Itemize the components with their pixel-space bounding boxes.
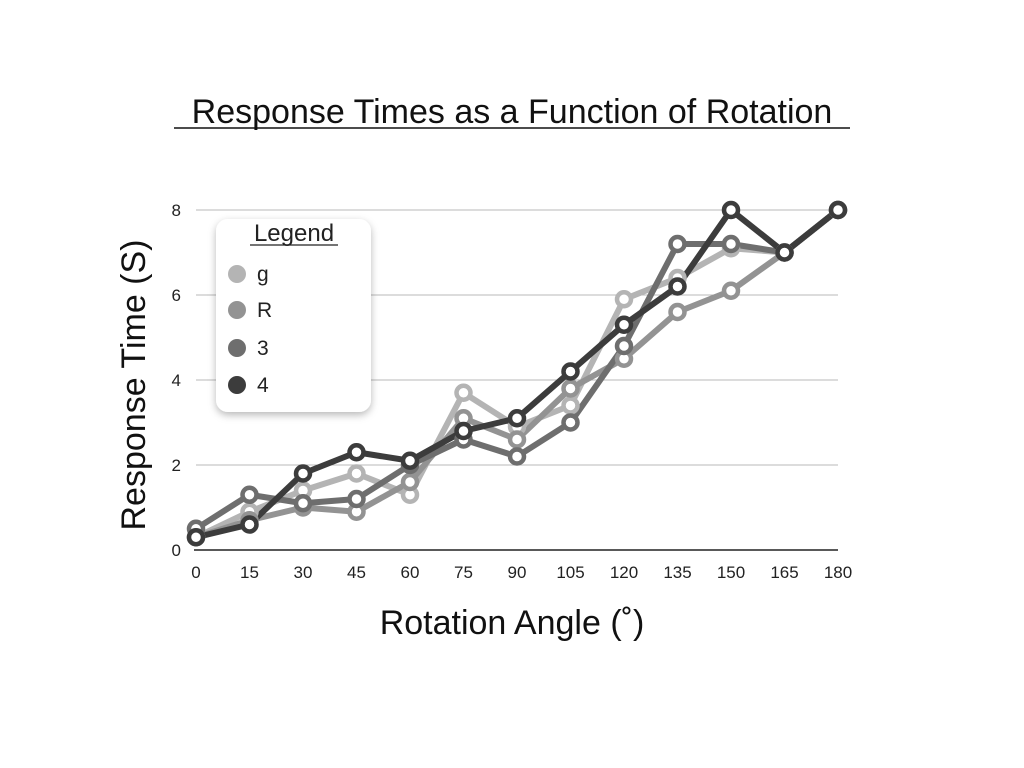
data-point-3-150: [721, 234, 741, 254]
x-tick-labels: 0 15 30 45 60 75 90 105 120 135 150 165 180: [191, 563, 852, 582]
legend-swatch-R: [228, 301, 246, 319]
data-point-4-120: [614, 315, 634, 334]
legend-swatch-4: [228, 376, 246, 394]
y-tick-label-6: 6: [172, 286, 181, 305]
y-tick-labels: 0 2 4 6 8: [172, 201, 181, 560]
x-tick-label-135: 135: [663, 563, 691, 582]
x-tick-label-45: 45: [347, 563, 366, 582]
legend-swatch-3: [228, 339, 246, 357]
x-tick-label-180: 180: [824, 563, 852, 582]
legend-title: Legend: [254, 220, 334, 247]
data-point-g-75: [454, 383, 473, 402]
data-point-3-135: [668, 234, 687, 254]
data-point-4-180: [828, 200, 848, 220]
data-point-4-0: [186, 528, 206, 547]
data-point-4-150: [721, 200, 741, 220]
x-tick-label-165: 165: [770, 563, 798, 582]
legend-box: [216, 219, 371, 412]
data-point-R-135: [668, 302, 687, 322]
data-point-3-120: [614, 336, 634, 356]
data-point-3-30: [293, 494, 313, 513]
data-point-4-45: [347, 443, 366, 462]
series-markers-4: [186, 200, 848, 547]
x-tick-label-120: 120: [610, 563, 638, 582]
y-axis-title: Response Time (S): [115, 240, 153, 531]
x-tick-label-60: 60: [401, 563, 420, 582]
data-point-g-45: [347, 464, 366, 483]
x-tick-label-0: 0: [191, 563, 200, 582]
chart-title: Response Times as a Function of Rotation: [192, 93, 833, 131]
data-point-R-105: [561, 379, 580, 398]
data-point-g-105: [561, 396, 580, 415]
y-tick-label-8: 8: [172, 201, 181, 220]
y-tick-label-4: 4: [172, 371, 181, 390]
x-tick-label-90: 90: [508, 563, 527, 582]
data-point-4-75: [454, 421, 473, 441]
data-point-3-15: [240, 485, 259, 504]
data-point-4-60: [400, 451, 420, 470]
x-axis-title: Rotation Angle (˚): [380, 604, 645, 642]
y-tick-label-0: 0: [172, 541, 181, 560]
legend: Legend gR 3 4: [216, 219, 371, 412]
data-point-4-90: [507, 409, 527, 428]
data-point-R-60: [400, 472, 420, 492]
legend-swatch-g: [228, 265, 246, 283]
data-point-R-150: [721, 281, 741, 300]
data-point-4-135: [668, 277, 687, 296]
data-point-g-120: [614, 290, 634, 309]
legend-items: gR 3 4: [228, 263, 272, 397]
legend-label-3: 3: [257, 337, 269, 360]
series-lines: [186, 200, 848, 547]
y-tick-label-2: 2: [172, 456, 181, 475]
x-tick-label-15: 15: [240, 563, 259, 582]
x-tick-label-105: 105: [556, 563, 584, 582]
x-tick-label-150: 150: [717, 563, 745, 582]
legend-label-g: g: [257, 263, 269, 286]
data-point-4-30: [293, 464, 313, 483]
data-point-3-90: [507, 447, 527, 466]
x-tick-label-30: 30: [294, 563, 313, 582]
data-point-3-45: [347, 489, 366, 509]
data-point-4-105: [561, 362, 580, 381]
legend-label-4: 4: [257, 374, 269, 397]
data-point-4-165: [775, 243, 794, 262]
data-point-R-90: [507, 430, 527, 449]
x-tick-label-75: 75: [454, 563, 473, 582]
data-point-4-15: [240, 515, 259, 534]
legend-label-R: R: [257, 299, 272, 322]
data-point-3-105: [561, 413, 580, 432]
